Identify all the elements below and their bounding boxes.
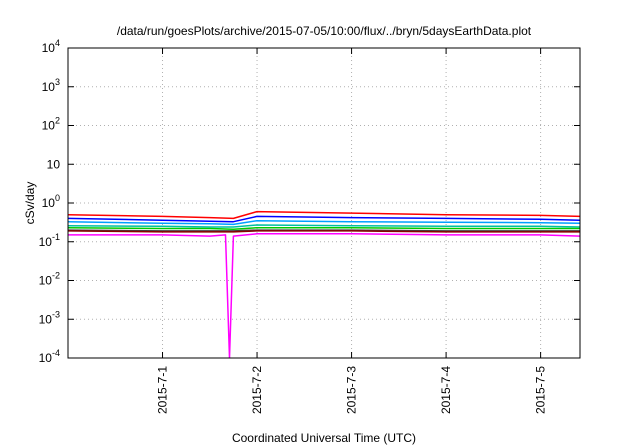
x-tick-label: 2015-7-2: [250, 366, 264, 414]
grid: [68, 48, 580, 358]
series-line-1: [68, 210, 580, 220]
series-line-8: [68, 233, 580, 358]
x-axis-label: Coordinated Universal Time (UTC): [232, 431, 416, 445]
y-tick-label: 10: [47, 157, 61, 171]
series-line-4: [68, 224, 580, 228]
series-line-5: [68, 226, 580, 231]
y-axis-label: cSv/day: [23, 182, 37, 225]
chart-title: /data/run/goesPlots/archive/2015-07-05/1…: [117, 24, 532, 38]
x-tick-label: 2015-7-5: [534, 366, 548, 414]
series-line-2: [68, 215, 580, 223]
x-tick-label: 2015-7-3: [345, 366, 359, 414]
series-group: [68, 210, 580, 358]
series-line-7: [68, 230, 580, 233]
x-tick-label: 2015-7-4: [439, 366, 453, 414]
series-line-3: [68, 219, 580, 226]
series-line-6: [68, 229, 580, 232]
x-tick-label: 2015-7-1: [156, 366, 170, 414]
